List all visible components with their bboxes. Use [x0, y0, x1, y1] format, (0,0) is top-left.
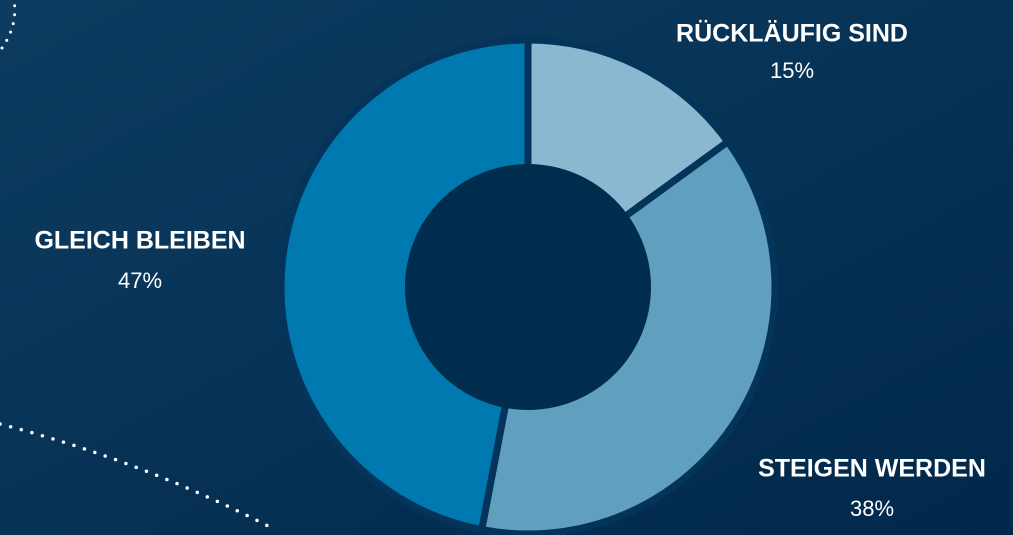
category-label: RÜCKLÄUFIG SIND — [676, 19, 908, 48]
value-label: 38% — [850, 496, 894, 521]
donut-hole — [405, 164, 651, 410]
value-label: 15% — [770, 58, 814, 83]
value-label: 47% — [118, 268, 162, 293]
category-label: GLEICH BLEIBEN — [34, 227, 245, 255]
decoration-dots — [0, 0, 17, 50]
category-label: STEIGEN WERDEN — [758, 455, 986, 483]
decoration-dots — [0, 422, 274, 530]
